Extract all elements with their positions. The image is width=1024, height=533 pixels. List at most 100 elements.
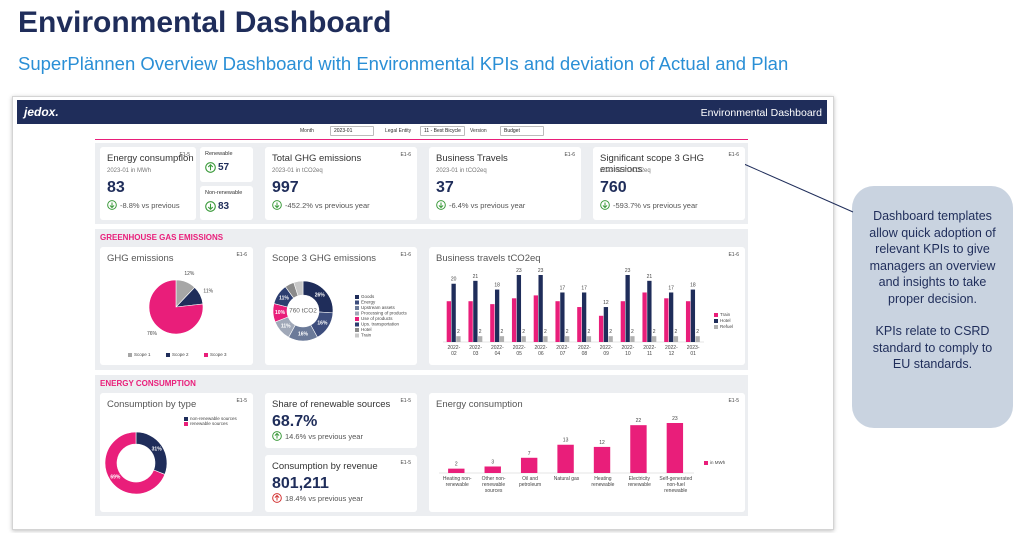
filter-select[interactable]: 2023-01 [330,126,374,136]
legend-swatch [714,313,718,317]
bar-label: 2 [544,329,547,335]
bar [620,301,626,342]
kpi-tag: E1-5 [179,152,190,158]
bar-label: 2 [522,329,525,335]
card: Business travels tCO2eq E1-6 20 2 21 2 18 2 23 2 2… [429,247,745,365]
kpi-subtitle: 2023-01 in tCO2eq [600,168,651,174]
bar-label: 18 [690,283,696,289]
bar-label: 13 [563,438,569,444]
legend-label: Use of products [361,316,393,321]
trend-circle [107,200,117,210]
chart-title: Scope 3 GHG emissions [272,253,377,264]
bar [603,307,609,342]
legend-label: non-renewable sources [190,416,238,421]
legend-swatch [184,422,188,426]
bar [484,466,501,473]
bar [557,444,574,473]
x-tick-label: 2022-09 [599,345,613,357]
x-tick-label: 2022-11 [643,345,657,357]
card: Business Travels E1-6 2023-01 in tCO2eq 37 -… [429,147,581,220]
kpi-subtitle: 2023-01 in MWh [107,168,152,174]
trend-icon [205,162,216,173]
legend-label: Hotel [361,327,372,332]
kpi-value-row: 83 [205,201,229,212]
bar-label: 2 [457,329,460,335]
bar [499,336,505,342]
legend-label: in MWh [710,460,726,465]
bar-label: 12 [599,440,605,446]
kpi-delta-row: -8.8% vs previous [107,200,180,210]
chart: 202212182232232172172122232212172182Trai… [443,268,733,343]
kpi-value: 801,211 [272,475,329,492]
bar [520,457,538,473]
donut-center: 760 tCO2 [289,308,317,315]
x-tick-label: Electricity renewable [627,476,651,488]
legend-label: Upstream assets [361,305,396,310]
x-tick-label: 2022-05 [512,345,526,357]
bar [673,336,679,342]
slice-label: 11% [203,288,213,294]
x-tick-label: Natural gas [553,476,580,482]
bar [652,336,657,342]
bar-label: 2 [631,329,634,335]
bar [533,295,539,342]
subtitle: SuperPlännen Overview Dashboard with Env… [18,53,789,74]
callout-text: Dashboard templates allow quick adoption… [869,209,996,306]
kpi-title: Consumption by revenue [272,461,378,472]
legend-swatch [355,322,359,327]
kpi-delta-row: 14.6% vs previous year [272,431,363,441]
chart-title: Energy consumption [436,399,523,410]
chart-title: Business travels tCO2eq [436,253,541,264]
kpi-tag: E1-5 [400,460,411,466]
bar [577,307,582,342]
slice [135,431,168,475]
bar-label: 23 [538,268,544,274]
legend-swatch [355,311,359,316]
filter-select[interactable]: Budget [500,126,544,136]
chart-tag: E1-5 [728,398,739,404]
trend-icon [600,200,610,210]
filter-label: Legal Entity [385,128,412,134]
bar-label: 21 [647,274,653,280]
slice-label: 69% [110,474,121,480]
filter-select[interactable]: 11 - Best Bicycle [420,126,465,136]
legend-label: Scope 3 [210,352,227,357]
kpi-title: Business Travels [436,153,508,164]
slice-label: 76% [147,331,158,337]
x-tick-label: 2022-03 [469,345,483,357]
x-tick-label: Heating non-renewable [442,476,472,488]
bar-label: 2 [501,329,504,335]
bar-label: 2 [588,329,591,335]
bar [598,315,604,342]
kpi-delta-row: -452.2% vs previous year [272,200,370,210]
kpi-delta: -6.4% vs previous year [449,200,526,210]
bar [593,446,611,473]
legend-swatch [166,353,170,357]
bar [468,301,473,342]
chart-title: GHG emissions [107,253,174,264]
trend-arrow [109,202,115,209]
card: Total GHG emissions E1-6 2023-01 in tCO2eq… [265,147,417,220]
trend-icon [436,200,446,210]
callout: Dashboard templates allow quick adoption… [852,186,1013,428]
x-tick-label: 2022-06 [534,345,548,357]
bar [516,275,522,342]
bar-label: 2 [455,462,458,468]
kpi-title: Total GHG emissions [272,153,362,164]
legend-swatch [355,333,359,338]
bar [625,275,630,342]
legend-label: Scope 1 [134,352,151,357]
bar [446,301,452,342]
trend-circle [272,431,282,441]
x-tick-label: Oil and petroleum [518,476,542,488]
trend-circle [272,493,282,503]
card: Consumption by revenue E1-5 801,211 18.4% v… [265,455,417,512]
trend-circle [600,200,610,210]
kpi-value: 57 [218,162,230,173]
navbar [17,100,827,124]
legend-label: Scope 2 [172,352,189,357]
x-tick-label: Other non-renewable sources [481,476,506,494]
slice-label: 10% [275,310,286,316]
